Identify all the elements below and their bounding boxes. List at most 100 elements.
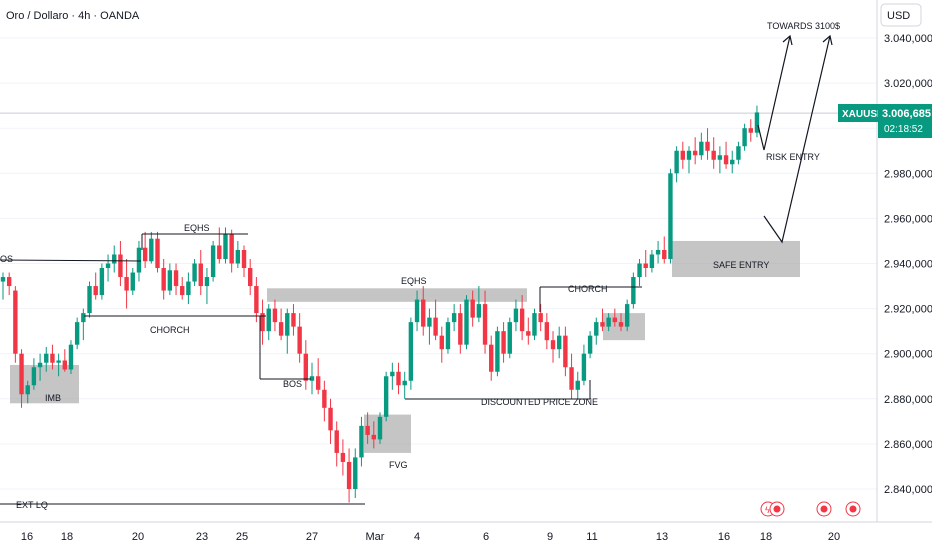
currency-selector[interactable]: USD xyxy=(880,3,922,27)
candle-body xyxy=(655,249,661,255)
candle xyxy=(377,412,383,444)
candle xyxy=(631,272,636,309)
candle-body xyxy=(569,367,574,390)
annotation-label: DISCOUNTED PRICE ZONE xyxy=(481,397,598,407)
candle-body xyxy=(112,254,117,264)
candle xyxy=(742,123,747,151)
zone-box xyxy=(364,414,411,453)
candle xyxy=(674,146,679,183)
time-tick: 11 xyxy=(586,531,597,543)
candle-body xyxy=(377,416,383,440)
candle xyxy=(594,317,599,345)
candle-body xyxy=(421,299,426,327)
price-tick: 2.960,000 xyxy=(884,213,932,225)
price-tick: 2.900,000 xyxy=(884,349,932,361)
candle-body xyxy=(736,146,741,160)
annotation-label: RISK ENTRY xyxy=(766,152,820,162)
candle-body xyxy=(705,141,710,151)
candle-body xyxy=(50,353,55,363)
candle-body xyxy=(717,155,723,160)
candle xyxy=(241,245,247,278)
candle-body xyxy=(532,313,537,336)
time-axis[interactable]: 16 18 20 23 25 27 Mar 4 6 9 11 13 16 18 20 xyxy=(21,531,840,543)
candle xyxy=(557,326,562,359)
candle-body xyxy=(353,457,358,489)
candle-body xyxy=(464,299,469,345)
candle xyxy=(272,299,278,332)
candle-body xyxy=(618,322,624,327)
price-badge xyxy=(878,104,932,138)
candle xyxy=(37,353,43,381)
candle-body xyxy=(186,281,191,296)
annotation-labels: OS EQHS CHORCH BOS CHORCH DISCOUNTED PRICE ZO… xyxy=(0,21,840,510)
candle-body xyxy=(167,270,173,291)
candle xyxy=(235,240,241,269)
price-tick: 2.940,000 xyxy=(884,259,932,271)
time-tick: 27 xyxy=(306,531,318,543)
candle xyxy=(705,128,710,160)
candle xyxy=(464,295,469,350)
event-icons[interactable]: ϟ xyxy=(760,501,861,517)
candle xyxy=(173,263,179,296)
candle-body xyxy=(501,331,506,354)
candle xyxy=(421,286,426,336)
candle xyxy=(550,331,556,363)
candle-body xyxy=(383,376,389,417)
candle xyxy=(451,304,457,332)
candle xyxy=(637,258,642,287)
candle xyxy=(278,308,284,341)
symbol-title: Oro / Dollaro · 4h · OANDA xyxy=(6,10,140,22)
candle xyxy=(346,448,352,503)
candle xyxy=(655,240,661,264)
candle-body xyxy=(180,286,185,296)
price-tick: 2.860,000 xyxy=(884,439,932,451)
candle-body xyxy=(482,304,488,345)
time-tick: 16 xyxy=(718,531,730,543)
candle-body xyxy=(495,331,500,372)
candle xyxy=(538,304,543,332)
candle xyxy=(322,380,327,422)
candle-body xyxy=(637,263,642,278)
candle xyxy=(315,358,321,395)
candle-body xyxy=(309,376,315,381)
annotation-label: CHORCH xyxy=(150,325,190,335)
candle xyxy=(303,340,309,390)
candle-body xyxy=(62,360,67,370)
candle xyxy=(519,295,525,341)
annotation-label: EQHS xyxy=(184,223,210,233)
projection-path-2 xyxy=(763,35,831,244)
candle-body xyxy=(489,344,494,372)
candle xyxy=(711,137,716,169)
candle xyxy=(470,290,475,327)
projection-path-1 xyxy=(757,35,791,151)
candle-body xyxy=(297,326,302,354)
candle-body xyxy=(68,344,74,370)
candle-body xyxy=(730,159,735,165)
candle-body xyxy=(414,299,420,323)
price-axis[interactable]: 3.040,0003.020,0003.000,0002.980,0002.96… xyxy=(884,33,932,496)
candle xyxy=(210,240,216,282)
candle-body xyxy=(742,128,747,147)
ticker-badge xyxy=(838,104,878,122)
candle-body xyxy=(322,389,327,408)
candle-body xyxy=(550,340,556,350)
candle xyxy=(383,371,389,422)
candle-body xyxy=(217,245,222,259)
candle xyxy=(482,290,488,354)
candle-body xyxy=(223,234,228,259)
candle xyxy=(130,268,135,296)
candle-body xyxy=(124,277,129,291)
candle-body xyxy=(365,425,370,435)
price-tick: 3.020,000 xyxy=(884,78,932,90)
candle-body xyxy=(13,290,18,354)
candle-body xyxy=(662,249,667,259)
candle-body xyxy=(81,313,86,323)
candle xyxy=(365,412,370,444)
candle-body xyxy=(19,353,24,395)
candle-body xyxy=(37,362,43,368)
zone-box xyxy=(672,240,800,278)
candle-body xyxy=(31,367,37,386)
candle-body xyxy=(340,452,346,462)
candle-body xyxy=(173,270,179,287)
candle-body xyxy=(723,155,729,165)
